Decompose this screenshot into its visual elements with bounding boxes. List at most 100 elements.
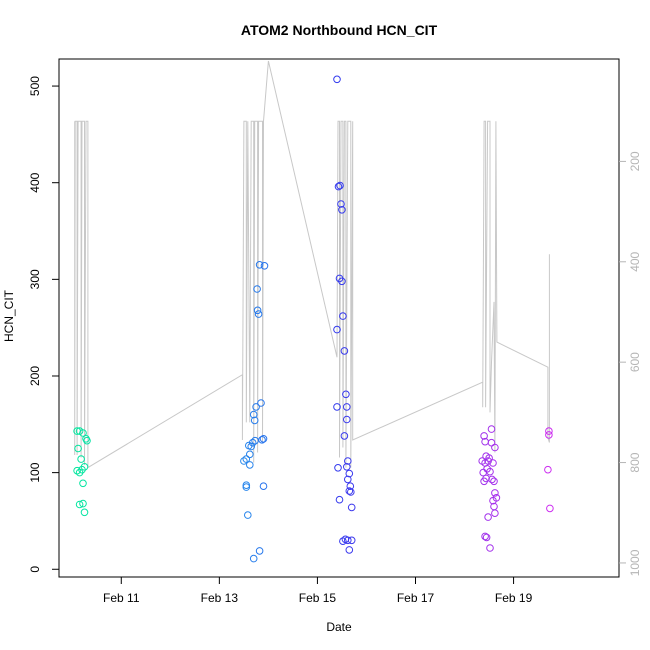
y-tick-label: 100 [28, 462, 42, 482]
data-point [346, 482, 355, 491]
data-point [480, 477, 488, 486]
data-point [334, 182, 343, 191]
data-point [484, 513, 492, 521]
y-tick-label: 0 [28, 566, 42, 573]
y2-line-layer [74, 60, 550, 469]
y-axis-label: HCN_CIT [2, 289, 16, 342]
data-point [344, 475, 352, 484]
x-tick-label: Feb 15 [299, 591, 337, 605]
data-point [253, 285, 261, 293]
x-tick-label: Feb 13 [201, 591, 239, 605]
data-point [254, 310, 263, 318]
y2-tick-label: 600 [628, 352, 642, 372]
data-point [340, 347, 349, 355]
data-point [491, 489, 499, 497]
y2-tick-label: 400 [628, 251, 642, 271]
data-point [249, 554, 258, 563]
data-point [491, 443, 499, 452]
data-point [79, 499, 87, 508]
data-point [338, 206, 346, 214]
y-tick-label: 500 [28, 76, 42, 96]
data-point [343, 415, 351, 424]
data-point [491, 509, 499, 518]
data-point [345, 546, 354, 554]
y-tick-label: 300 [28, 269, 42, 289]
data-point [480, 432, 488, 440]
data-point [77, 455, 85, 463]
data-point [259, 482, 268, 491]
data-point [334, 464, 342, 472]
data-point [345, 469, 354, 478]
data-point [347, 488, 355, 496]
y2-tick-label: 200 [628, 151, 642, 171]
data-point [246, 450, 254, 459]
data-point [240, 457, 248, 465]
data-point [246, 461, 254, 469]
data-point [249, 410, 258, 419]
data-point [345, 487, 354, 495]
data-point [79, 429, 87, 437]
data-point [489, 496, 497, 505]
data-point [260, 262, 269, 270]
plot-frame [58, 58, 620, 578]
axes-layer: Feb 11 Feb 13 Feb 15 Feb 17 Feb 19 0 100 200 300… [28, 76, 642, 605]
data-point [487, 438, 496, 447]
data-point [80, 508, 89, 517]
data-point [344, 536, 352, 545]
data-point [248, 438, 257, 447]
x-tick-label: Feb 17 [397, 591, 435, 605]
data-point [347, 536, 356, 545]
y2-series-line [74, 60, 550, 469]
data-point [79, 479, 87, 488]
data-point [343, 403, 351, 411]
data-point [242, 483, 251, 491]
data-point [257, 399, 265, 407]
data-point [481, 532, 489, 541]
data-point [347, 503, 356, 512]
data-point [338, 277, 346, 286]
data-point [244, 511, 252, 519]
y2-tick-label: 800 [628, 452, 642, 472]
data-point [258, 436, 266, 444]
data-point [333, 75, 341, 84]
data-point [479, 468, 488, 477]
data-point [545, 427, 553, 435]
data-point [490, 477, 498, 486]
data-point [342, 390, 350, 399]
data-point [75, 500, 84, 509]
data-point [252, 403, 260, 411]
data-point [333, 403, 341, 411]
data-point [484, 457, 492, 465]
data-point [73, 466, 81, 475]
data-point [247, 442, 255, 451]
data-point [83, 436, 91, 445]
data-point [75, 468, 84, 477]
data-point [340, 432, 349, 440]
x-axis-label: Date [326, 620, 352, 634]
data-point [337, 200, 345, 208]
data-point [250, 416, 259, 425]
data-point [255, 547, 264, 555]
y2-tick-label: 1000 [628, 549, 642, 576]
data-point [335, 495, 344, 504]
data-point [242, 481, 251, 490]
data-point [544, 465, 552, 474]
data-point [336, 181, 344, 190]
data-point [242, 455, 251, 463]
data-point [486, 544, 494, 552]
x-tick-label: Feb 19 [495, 591, 533, 605]
data-point [74, 444, 82, 453]
x-tick-label: Feb 11 [103, 591, 140, 605]
data-point [339, 537, 347, 546]
data-point [545, 431, 553, 439]
data-point [339, 312, 347, 320]
chart-title: ATOM2 Northbound HCN_CIT [241, 22, 438, 38]
data-point [344, 457, 352, 465]
data-point [259, 435, 268, 443]
y-tick-label: 200 [28, 366, 42, 386]
data-point [487, 425, 496, 433]
data-point [343, 463, 351, 471]
data-point [546, 504, 554, 513]
